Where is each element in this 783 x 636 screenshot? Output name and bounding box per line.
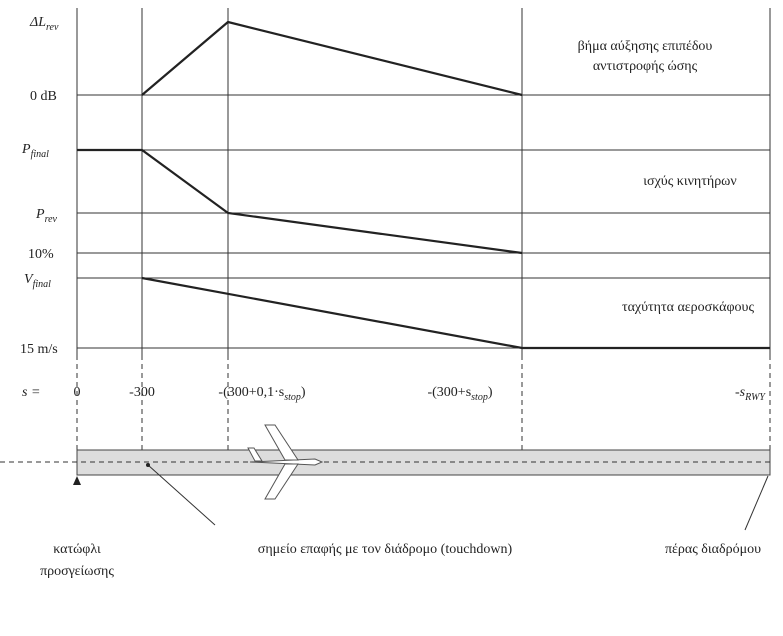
panel-title: βήμα αύξησης επιπέδου xyxy=(578,39,713,54)
end-pointer xyxy=(745,476,768,530)
y-label: 15 m/s xyxy=(20,342,58,357)
guides xyxy=(77,8,770,450)
y-label: Pfinal xyxy=(21,142,49,160)
y-label: Prev xyxy=(35,207,58,225)
diagram: ΔLrev 0 dB βήμα αύξησης επιπέδου αντιστρ… xyxy=(0,0,783,631)
airplane xyxy=(248,425,322,499)
threshold-marker xyxy=(73,476,81,485)
touchdown-point xyxy=(146,463,150,467)
thrust-reverse-curve xyxy=(142,22,522,95)
y-label: 0 dB xyxy=(30,89,57,104)
threshold-label: προσγείωσης xyxy=(40,564,114,579)
touchdown-label: σημείο επαφής με τον διάδρομο (touchdown… xyxy=(258,542,513,557)
x-label: -(300+sstop) xyxy=(427,385,492,403)
x-label: 0 xyxy=(74,385,81,400)
y-label: ΔLrev xyxy=(29,15,59,33)
y-label: 10% xyxy=(28,247,54,262)
x-label: -sRWY xyxy=(735,385,766,403)
x-label: -(300+0,1·sstop) xyxy=(218,385,306,403)
engine-power-curve xyxy=(77,150,522,253)
y-label: Vfinal xyxy=(24,272,51,290)
panel-title: ταχύτητα αεροσκάφους xyxy=(622,300,755,315)
panel-title: αντιστροφής ώσης xyxy=(593,59,698,74)
x-label: -300 xyxy=(129,385,155,400)
panel-title: ισχύς κινητήρων xyxy=(643,174,736,189)
threshold-label: κατώφλι xyxy=(53,542,101,557)
x-prefix: s = xyxy=(22,385,40,400)
end-label: πέρας διαδρόμου xyxy=(665,542,761,557)
